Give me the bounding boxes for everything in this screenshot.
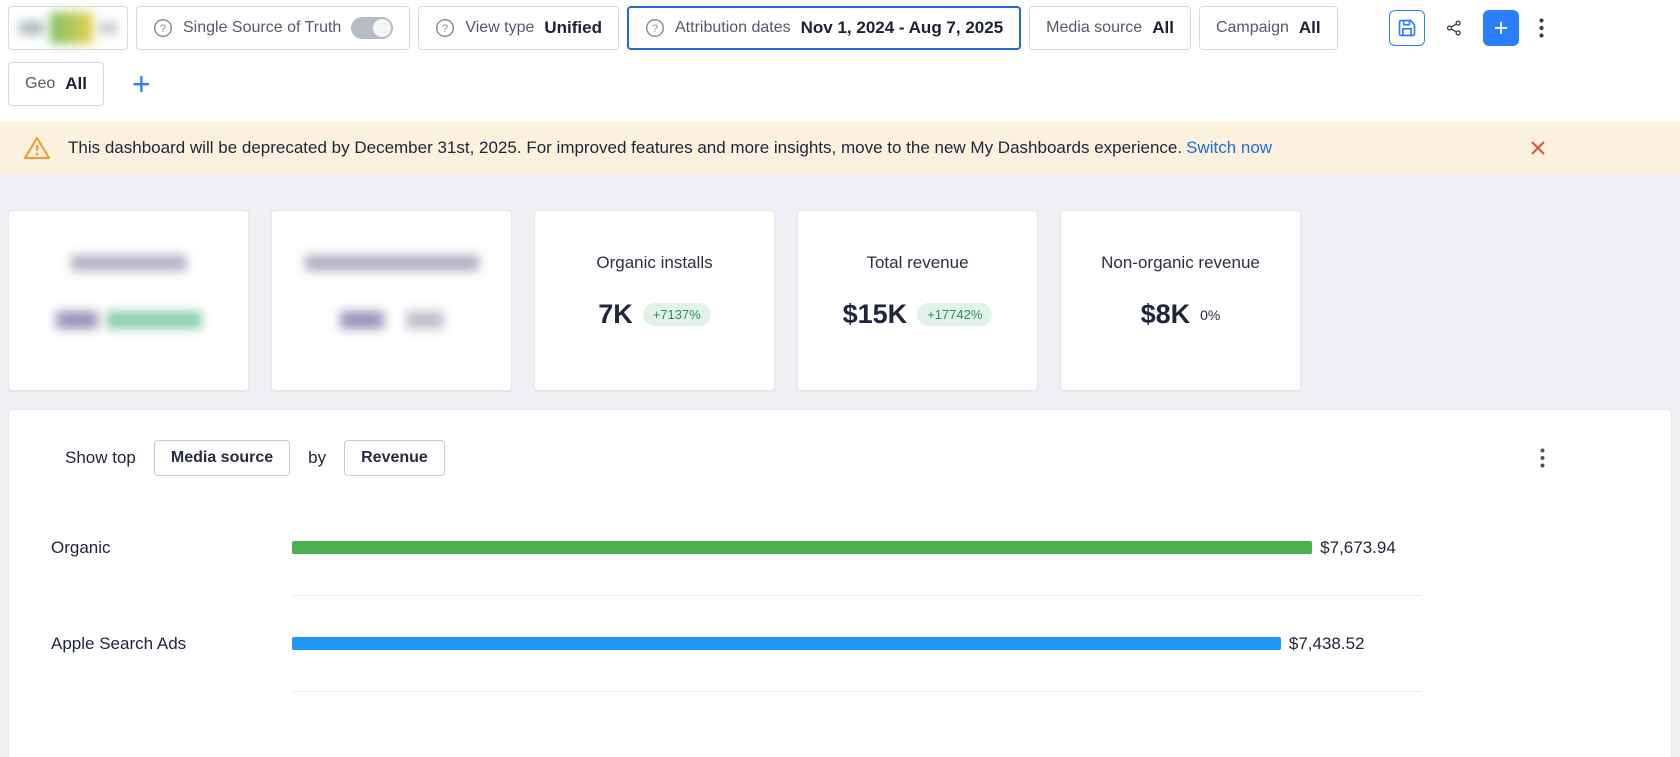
media-source-value: All xyxy=(1152,18,1174,37)
view-type-label: View type xyxy=(465,19,535,36)
kpi-title: Total revenue xyxy=(866,253,969,272)
campaign-chip[interactable]: Campaign All xyxy=(1198,6,1338,50)
kpi-card-non-organic-revenue: Non-organic revenue $8K 0% xyxy=(1060,210,1301,391)
media-source-chip[interactable]: Media source All xyxy=(1029,6,1191,50)
banner-close-button[interactable] xyxy=(1530,140,1546,156)
kpi-card-total-revenue: Total revenue $15K +17742% xyxy=(797,210,1038,391)
kpi-value: $15K xyxy=(842,299,908,329)
help-icon[interactable]: ? xyxy=(435,18,455,38)
sst-label: Single Source of Truth xyxy=(183,19,342,36)
redacted-app-icon xyxy=(50,12,94,44)
bar[interactable] xyxy=(292,637,1281,650)
kpi-value-row: $15K +17742% xyxy=(843,299,993,330)
view-type-chip[interactable]: ? View type Unified xyxy=(418,6,619,50)
geo-label: Geo xyxy=(25,75,56,92)
metric-select[interactable]: Revenue xyxy=(344,440,445,476)
bar-category-label: Organic xyxy=(51,538,111,557)
kpi-value: $8K xyxy=(1140,299,1191,329)
plus-icon: + xyxy=(1493,13,1509,42)
warning-icon xyxy=(24,136,50,160)
panel-more-menu-button[interactable] xyxy=(1534,446,1551,470)
kpi-delta-badge: +17742% xyxy=(917,303,993,326)
bar-chart: Organic $7,673.94 Apple Search Ads $7,438.5… xyxy=(9,500,1671,692)
kpi-value-row: 7K +7137% xyxy=(598,299,711,330)
kpi-card-redacted-2 xyxy=(271,210,512,391)
view-type-value: Unified xyxy=(544,18,602,37)
kpi-row: Organic installs 7K +7137% Total revenue… xyxy=(8,210,1672,391)
kpi-value: 7K xyxy=(598,299,633,329)
plus-icon: + xyxy=(131,66,151,102)
dashboard-content: Organic installs 7K +7137% Total revenue… xyxy=(0,210,1680,757)
redacted-block xyxy=(55,311,98,329)
redacted-line xyxy=(55,311,202,329)
redacted-line xyxy=(70,255,187,271)
kpi-card-organic-installs: Organic installs 7K +7137% xyxy=(534,210,775,391)
redacted-line xyxy=(339,311,444,329)
filter-row-1: ? Single Source of Truth ? View type Uni… xyxy=(8,6,1680,50)
help-icon[interactable]: ? xyxy=(645,18,665,38)
svg-text:?: ? xyxy=(160,23,166,35)
top-media-sources-panel: Show top Media source by Revenue Organic… xyxy=(8,409,1672,757)
geo-chip[interactable]: Geo All xyxy=(8,62,104,106)
bar-value-label: $7,438.52 xyxy=(1288,633,1365,653)
kpi-title: Organic installs xyxy=(596,253,713,272)
kebab-icon xyxy=(1540,448,1545,468)
bar[interactable] xyxy=(292,541,1313,554)
svg-text:?: ? xyxy=(442,23,448,35)
deprecation-banner: This dashboard will be deprecated by Dec… xyxy=(0,122,1680,174)
close-icon xyxy=(1531,141,1545,155)
filters-toolbar: ? Single Source of Truth ? View type Uni… xyxy=(0,0,1680,122)
bar-value-label: $7,673.94 xyxy=(1320,537,1396,557)
app-selector-chip[interactable] xyxy=(8,6,128,50)
redacted-app-name-2 xyxy=(99,22,117,34)
save-dashboard-button[interactable] xyxy=(1389,10,1425,46)
chart-controls: Show top Media source by Revenue xyxy=(9,440,1671,476)
media-source-label: Media source xyxy=(1046,19,1143,36)
kpi-card-redacted-1 xyxy=(8,210,249,391)
campaign-value: All xyxy=(1298,18,1321,37)
sst-toggle[interactable] xyxy=(351,17,394,39)
add-widget-button[interactable]: + xyxy=(1483,10,1519,46)
attribution-dates-label: Attribution dates xyxy=(675,19,791,36)
kpi-delta-plain: 0% xyxy=(1200,306,1221,323)
attribution-dates-value: Nov 1, 2024 - Aug 7, 2025 xyxy=(800,18,1004,37)
chart-row: Organic $7,673.94 xyxy=(9,500,1671,596)
geo-value: All xyxy=(65,74,87,93)
redacted-block xyxy=(339,311,384,329)
redacted-line xyxy=(304,255,479,271)
redacted-block xyxy=(405,311,444,329)
redacted-block xyxy=(304,255,479,271)
kpi-delta-badge: +7137% xyxy=(642,303,711,326)
redacted-app-name xyxy=(19,22,45,34)
single-source-of-truth-chip[interactable]: ? Single Source of Truth xyxy=(136,6,411,50)
share-icon xyxy=(1446,20,1461,36)
dimension-select[interactable]: Media source xyxy=(153,440,291,476)
toolbar-actions: + xyxy=(1389,10,1680,46)
bar-track: $7,438.52 xyxy=(292,596,1422,692)
add-filter-button[interactable]: + xyxy=(132,68,151,100)
save-icon xyxy=(1398,19,1416,37)
banner-message: This dashboard will be deprecated by Dec… xyxy=(68,138,1273,157)
show-top-label: Show top xyxy=(65,448,136,467)
campaign-label: Campaign xyxy=(1215,19,1289,36)
toolbar-more-menu-button[interactable] xyxy=(1533,16,1550,40)
chart-row: Apple Search Ads $7,438.52 xyxy=(9,596,1671,692)
kpi-value-row: $8K 0% xyxy=(1141,299,1221,330)
redacted-block xyxy=(105,311,202,329)
filter-row-2: Geo All + xyxy=(8,62,1680,106)
kebab-icon xyxy=(1539,18,1544,38)
kpi-title: Non-organic revenue xyxy=(1101,253,1260,272)
help-icon[interactable]: ? xyxy=(153,18,173,38)
bar-track: $7,673.94 xyxy=(292,500,1422,596)
svg-text:?: ? xyxy=(652,23,658,35)
switch-now-link[interactable]: Switch now xyxy=(1186,138,1273,157)
bar-category-label: Apple Search Ads xyxy=(51,634,187,653)
redacted-block xyxy=(70,255,187,271)
share-button[interactable] xyxy=(1439,13,1469,43)
attribution-dates-chip[interactable]: ? Attribution dates Nov 1, 2024 - Aug 7,… xyxy=(627,6,1022,50)
by-label: by xyxy=(308,448,327,467)
